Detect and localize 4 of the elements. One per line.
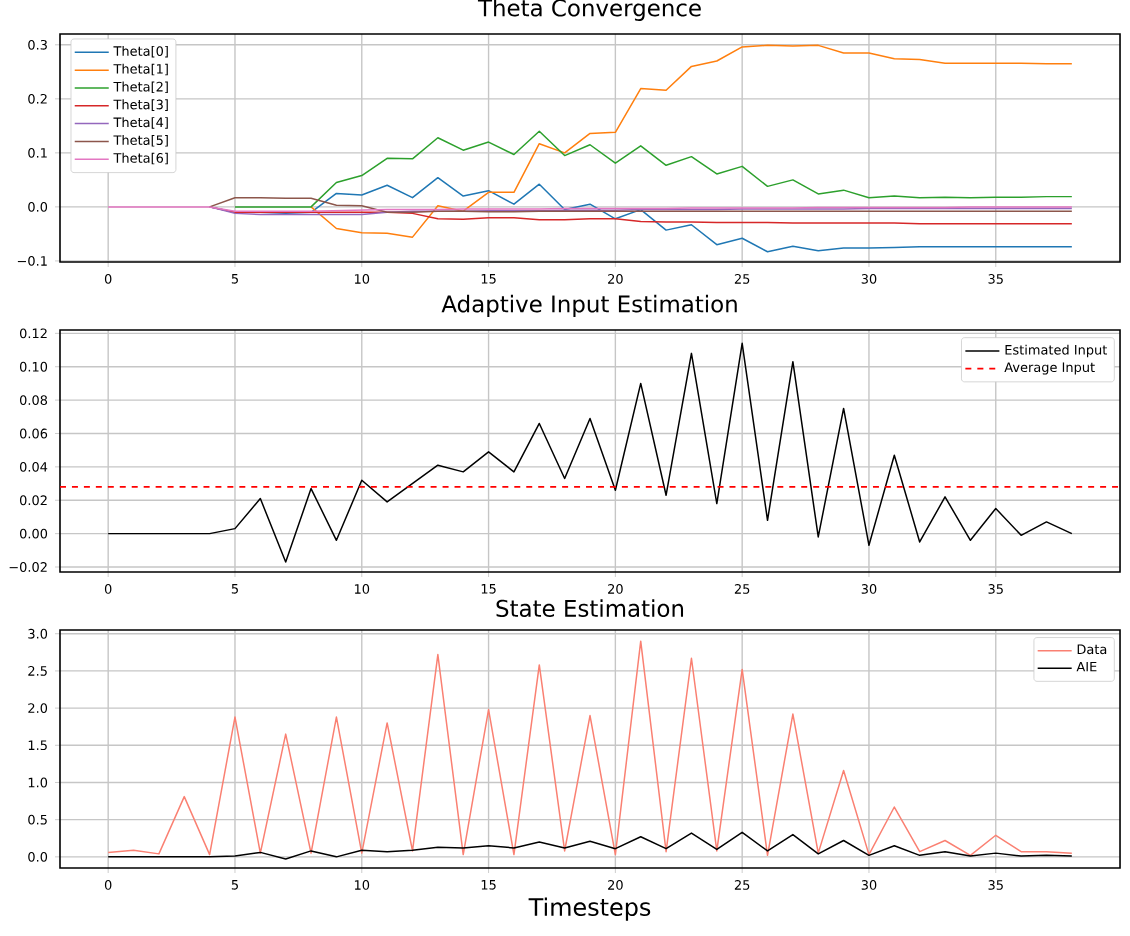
line-series bbox=[107, 640, 1073, 857]
x-axis-title: Timesteps bbox=[528, 897, 651, 921]
chart-title: Adaptive Input Estimation bbox=[441, 294, 737, 317]
chart-title: State Estimation bbox=[496, 599, 684, 617]
